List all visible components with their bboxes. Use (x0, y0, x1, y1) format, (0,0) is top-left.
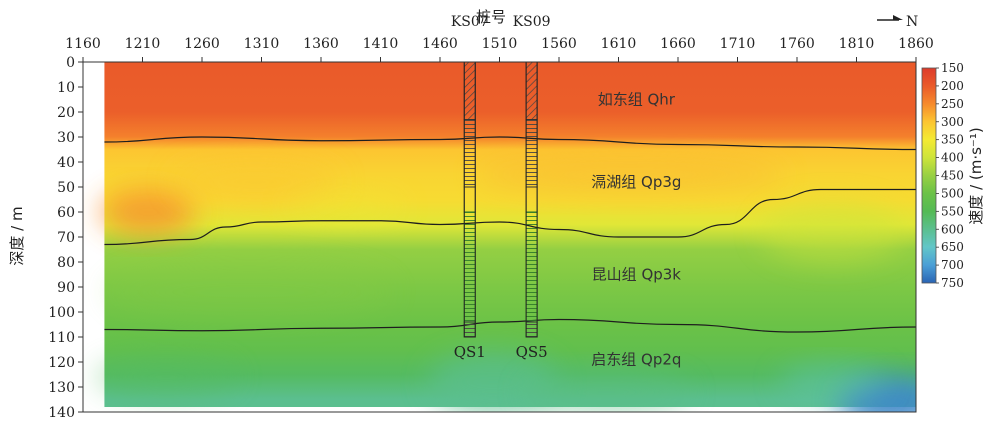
well-station-label: KS09 (513, 14, 551, 30)
colorbar-tick-label: 400 (941, 151, 964, 165)
x-tick-label: 1510 (482, 36, 518, 52)
well-segment (525, 119, 538, 188)
well-name: QS1 (454, 343, 486, 361)
y-tick-label: 90 (57, 280, 75, 296)
x-tick-label: 1660 (660, 36, 696, 52)
well-segment (463, 119, 476, 188)
well-segment (525, 211, 538, 323)
well-segment (525, 321, 538, 338)
velocity-anomaly (172, 159, 339, 205)
north-arrow: N (877, 14, 918, 30)
layer-boundaries (104, 136, 917, 333)
colorbar-tick-label: 700 (941, 258, 964, 272)
x-tick-label: 1460 (422, 36, 458, 52)
x-tick-label: 1360 (303, 36, 339, 52)
well-segment (463, 321, 476, 338)
y-tick-label: 20 (57, 105, 75, 121)
layer-label: 启东组 Qp2q (591, 351, 681, 369)
layer-labels: 如东组 Qhr 滆湖组 Qp3g 昆山组 Qp3k 启东组 Qp2q (591, 91, 681, 369)
colorbar-ticks: 150 200 250 300 350 400 450 500 550 600 650 700 750 (936, 61, 964, 290)
layer-label: 昆山组 Qp3k (592, 266, 682, 284)
x-tick-label: 1710 (720, 36, 756, 52)
x-tick-label: 1860 (898, 36, 934, 52)
x-tick-label: 1260 (184, 36, 220, 52)
x-tick-label: 1760 (779, 36, 815, 52)
colorbar-tick-label: 450 (941, 169, 964, 183)
y-tick-label: 70 (57, 230, 75, 246)
y-tick-label: 110 (48, 330, 75, 346)
colorbar-tick-label: 350 (941, 133, 964, 147)
colorbar-tick-label: 250 (941, 97, 964, 111)
colorbar-bar (921, 67, 937, 284)
velocity-anomaly (761, 202, 905, 262)
layer-boundary (104, 136, 917, 151)
velocity-anomaly (523, 372, 690, 412)
colorbar: 150200250300350400450500550600650700750 … (921, 61, 985, 290)
well-segment (463, 211, 476, 323)
well-segment (525, 61, 538, 120)
x-tick-label: 1160 (65, 36, 101, 52)
colorbar-tick-label: 150 (941, 61, 964, 75)
well-name: QS5 (516, 343, 548, 361)
y-tick-label: 100 (48, 305, 75, 321)
x-tick-label: 1410 (363, 36, 399, 52)
colorbar-tick-label: 600 (941, 222, 964, 236)
colorbar-tick-label: 650 (941, 240, 964, 254)
x-tick-label: 1810 (839, 36, 875, 52)
velocity-anomaly (475, 154, 786, 195)
colorbar-tick-label: 200 (941, 79, 964, 93)
y-tick-label: 80 (57, 255, 75, 271)
colorbar-tick-label: 550 (941, 204, 964, 218)
y-tick-label: 130 (48, 380, 75, 396)
x-tick-label: 1610 (601, 36, 637, 52)
colorbar-tick-label: 750 (941, 276, 964, 290)
plot-area: QS1 KS07 QS5 KS09 如东组 Qhr 滆湖组 Qp3g 昆山组 Qp3k 启东… (82, 14, 917, 413)
y-tick-label: 50 (57, 180, 75, 196)
y-tick-label: 0 (66, 55, 75, 71)
velocity-anomaly (100, 189, 197, 235)
x-axis-title: 桩号 (476, 8, 506, 26)
colorbar-title: 速度 / (m·s⁻¹) (967, 127, 985, 224)
colorbar-tick-label: 500 (941, 186, 964, 200)
well-qs5: QS5 KS09 (513, 14, 551, 361)
x-tick-label: 1560 (541, 36, 577, 52)
layer-boundary (104, 318, 917, 333)
x-tick-label: 1210 (125, 36, 161, 52)
north-arrow-head (893, 15, 903, 20)
y-axis: 0 10 20 30 40 50 60 70 80 90 100 110 120 130 140 (48, 55, 83, 421)
well-station-label: KS07 (451, 14, 489, 30)
y-tick-label: 10 (57, 80, 75, 96)
colorbar-tick-label: 300 (941, 115, 964, 129)
well-segment (463, 61, 476, 120)
wells: QS1 KS07 QS5 KS09 (451, 14, 551, 361)
y-tick-label: 30 (57, 130, 75, 146)
y-tick-label: 40 (57, 155, 75, 171)
layer-label: 滆湖组 Qp3g (591, 173, 681, 191)
y-axis-title: 深度 / m (8, 206, 26, 265)
velocity-anomaly (106, 262, 393, 322)
velocity-anomaly (285, 192, 405, 222)
north-label: N (906, 14, 918, 30)
well-qs1: QS1 KS07 (451, 14, 489, 361)
velocity-anomaly (779, 364, 887, 400)
y-tick-label: 140 (48, 405, 75, 421)
layer-label: 如东组 Qhr (598, 91, 676, 109)
y-tick-label: 120 (48, 355, 75, 371)
x-tick-label: 1310 (244, 36, 280, 52)
layer-boundary (104, 188, 916, 246)
velocity-anomaly (94, 357, 238, 397)
x-axis: 1160 1210 1260 1310 1360 1410 1460 1510 1560 1610… (65, 36, 934, 62)
y-tick-label: 60 (57, 205, 75, 221)
velocity-anomalies (94, 154, 916, 412)
